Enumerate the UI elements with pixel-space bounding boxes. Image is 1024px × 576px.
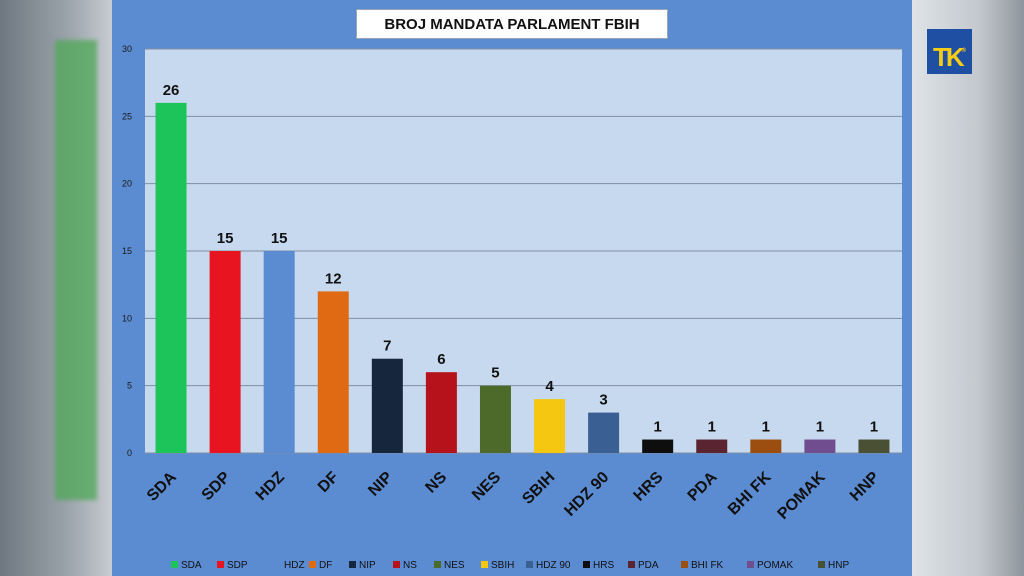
legend-swatch [274, 561, 281, 568]
x-tick-label: POMAK [775, 468, 829, 522]
legend-swatch [309, 561, 316, 568]
x-tick-label: HDZ 90 [561, 469, 612, 520]
data-label: 3 [599, 392, 607, 409]
legend-swatch [526, 561, 533, 568]
x-tick-label: HDZ [253, 469, 288, 504]
data-label: 5 [491, 365, 499, 382]
y-tick-label: 5 [127, 381, 132, 391]
data-label: 1 [654, 419, 662, 436]
data-label: 12 [325, 270, 342, 287]
legend-swatch [434, 561, 441, 568]
chart-title: BROJ MANDATA PARLAMENT FBIH [384, 15, 640, 33]
data-label: 6 [437, 351, 445, 368]
y-tick-label: 15 [122, 246, 132, 256]
bar-hnp [858, 439, 890, 453]
background-ghost-bar [55, 40, 97, 500]
data-label: 4 [545, 378, 554, 395]
legend-swatch [628, 561, 635, 568]
bar-sda [155, 102, 187, 453]
bar-nes [479, 385, 511, 453]
legend-swatch [818, 561, 825, 568]
channel-logo: TK® [927, 29, 972, 74]
x-tick-label: NES [469, 469, 505, 505]
legend-label: NIP [359, 560, 376, 571]
data-label: 15 [217, 230, 234, 247]
bar-bhi-fk [750, 439, 782, 453]
bar-pda [696, 439, 728, 453]
y-tick-label: 0 [127, 448, 132, 458]
x-tick-label: SDP [199, 469, 235, 505]
data-label: 7 [383, 338, 391, 355]
legend-label: SDA [181, 560, 202, 571]
legend-swatch [481, 561, 488, 568]
x-tick-label: BHI FK [725, 468, 775, 518]
legend-label: SDP [227, 560, 248, 571]
legend-swatch [171, 561, 178, 568]
legend-label: NS [403, 560, 417, 571]
x-tick-label: NS [422, 469, 450, 497]
data-label: 1 [816, 419, 824, 436]
data-label: 1 [762, 419, 770, 436]
legend-label: BHI FK [691, 560, 724, 571]
legend-label: HRS [593, 560, 614, 571]
legend-swatch [393, 561, 400, 568]
legend-label: NES [444, 560, 465, 571]
bar-df [317, 291, 349, 453]
bar-pomak [804, 439, 836, 453]
legend-swatch [217, 561, 224, 568]
y-tick-label: 25 [122, 111, 132, 121]
y-tick-label: 20 [122, 179, 132, 189]
data-label: 1 [708, 419, 716, 436]
bar-hdz [263, 251, 295, 453]
data-label: 1 [870, 419, 878, 436]
bar-nip [371, 358, 403, 453]
bar-hrs [642, 439, 674, 453]
legend-swatch [349, 561, 356, 568]
legend-label: DF [319, 560, 332, 571]
y-tick-label: 30 [122, 44, 132, 54]
bar-ns [425, 372, 457, 453]
bar-sdp [209, 251, 241, 453]
legend-label: POMAK [757, 560, 793, 571]
x-tick-label: SBIH [519, 469, 558, 508]
bar-hdz-90 [588, 412, 620, 453]
background-right-blur [912, 0, 1024, 576]
x-tick-label: NIP [365, 469, 396, 500]
chart-title-box: BROJ MANDATA PARLAMENT FBIH [356, 9, 668, 39]
bar-sbih [534, 399, 566, 453]
legend-swatch [681, 561, 688, 568]
x-tick-label: SDA [144, 468, 180, 504]
legend-swatch [747, 561, 754, 568]
legend-label: HDZ 90 [536, 560, 571, 571]
background-left-blur [0, 0, 112, 576]
legend-label: HNP [828, 560, 849, 571]
x-tick-label: PDA [685, 468, 721, 504]
y-tick-label: 10 [122, 313, 132, 323]
data-label: 15 [271, 230, 288, 247]
x-tick-label: HNP [847, 469, 883, 505]
x-tick-label: HRS [631, 469, 667, 505]
x-tick-label: DF [315, 469, 342, 496]
legend-label: HDZ [284, 560, 305, 571]
legend-label: PDA [638, 560, 659, 571]
legend-swatch [583, 561, 590, 568]
legend-label: SBIH [491, 560, 514, 571]
data-label: 26 [163, 82, 180, 99]
